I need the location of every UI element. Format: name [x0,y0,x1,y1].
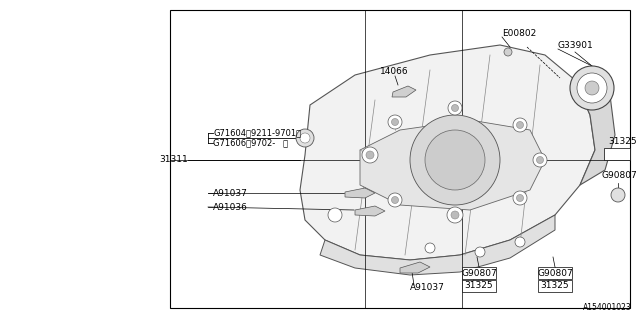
Circle shape [425,130,485,190]
Circle shape [448,101,462,115]
Polygon shape [360,120,545,210]
Text: G90807: G90807 [537,268,573,277]
Circle shape [300,133,310,143]
Text: A91037: A91037 [213,188,248,197]
Text: E00802: E00802 [502,28,536,37]
Circle shape [611,188,625,202]
Text: A154001023: A154001023 [583,303,632,312]
Circle shape [473,277,483,287]
Circle shape [362,147,378,163]
Bar [538,280,572,292]
Circle shape [516,195,524,202]
Polygon shape [345,188,375,198]
Circle shape [513,118,527,132]
Text: G71604〈9211-9701〉: G71604〈9211-9701〉 [213,129,301,138]
Circle shape [388,193,402,207]
Circle shape [577,73,607,103]
Circle shape [410,115,500,205]
Text: 31325: 31325 [541,282,570,291]
Circle shape [392,196,399,204]
Text: A91037: A91037 [410,284,445,292]
Circle shape [515,237,525,247]
Text: 31311: 31311 [159,156,188,164]
Text: 31325: 31325 [465,282,493,291]
Circle shape [328,208,342,222]
Polygon shape [575,70,615,185]
Circle shape [533,153,547,167]
Text: A91036: A91036 [213,203,248,212]
Circle shape [585,81,599,95]
Circle shape [536,156,543,164]
Circle shape [388,115,402,129]
Polygon shape [300,45,595,260]
Polygon shape [320,215,555,275]
Polygon shape [392,86,416,97]
Text: 31325: 31325 [608,138,637,147]
Circle shape [392,118,399,125]
Circle shape [475,247,485,257]
Circle shape [366,151,374,159]
Text: G90807: G90807 [461,268,497,277]
Bar [538,267,572,279]
Bar [170,10,630,308]
Text: 14066: 14066 [380,68,408,76]
Circle shape [513,191,527,205]
Circle shape [548,273,558,283]
Text: G90807: G90807 [601,171,637,180]
Bar [462,267,496,279]
Bar [604,148,630,160]
Circle shape [447,207,463,223]
Circle shape [296,129,314,147]
Text: G71606〈9702-   〉: G71606〈9702- 〉 [213,139,288,148]
Circle shape [570,66,614,110]
Polygon shape [400,262,430,273]
Polygon shape [355,206,385,216]
Circle shape [451,105,458,111]
Circle shape [451,211,459,219]
Circle shape [425,243,435,253]
Circle shape [504,48,512,56]
Bar [462,280,496,292]
Text: G33901: G33901 [558,41,594,50]
Circle shape [516,122,524,129]
